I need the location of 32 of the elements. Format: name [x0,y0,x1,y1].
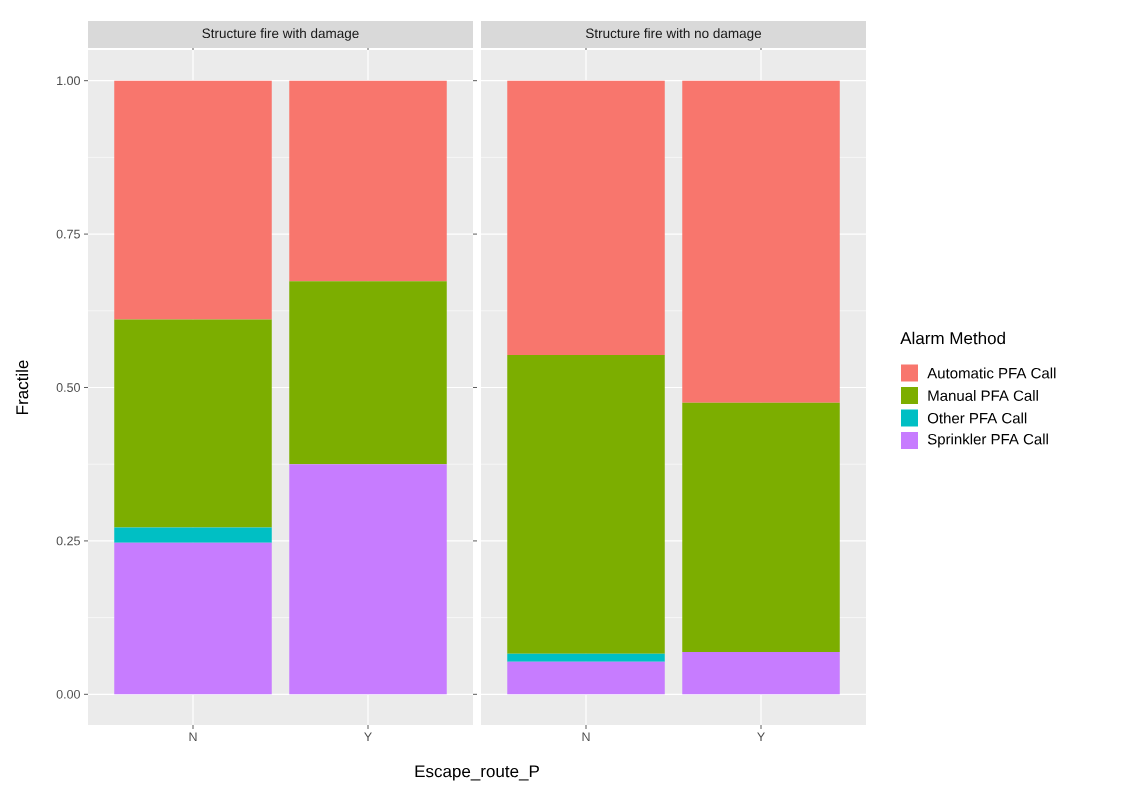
x-tick-label: N [189,732,197,742]
y-tick-label: 0.75 [56,229,80,239]
bar [289,464,447,695]
bar [507,661,665,695]
bar [114,319,272,528]
bar [114,80,272,320]
bar [682,651,840,695]
bar [682,402,840,652]
legend-label: Other PFA Call [927,412,1027,424]
bar [114,542,272,695]
bar [289,281,447,465]
legend-label: Automatic PFA Call [927,367,1056,379]
x-axis-title: Escape_route_P [415,765,539,781]
bar [507,80,665,355]
y-tick-label: 0.00 [56,689,80,699]
x-tick-label: Y [364,732,372,742]
y-tick-label: 0.50 [56,383,80,392]
bar [289,80,447,282]
y-tick-label: 1.00 [57,76,80,86]
x-tick-label: Y [757,732,765,742]
y-axis-title: Fractile [15,360,29,414]
bar [114,527,272,543]
chart-title: Structure fire with damage [202,28,359,41]
bar [682,80,840,403]
bar [507,354,665,654]
legend-title: Alarm Method [900,331,1005,345]
y-tick-label: 0.25 [56,536,80,546]
x-tick-label: N [582,732,590,742]
legend-label: Sprinkler PFA Call [927,433,1048,448]
bar [507,653,665,662]
chart-title: Structure fire with no damage [585,28,762,41]
legend-label: Manual PFA Call [928,389,1038,401]
